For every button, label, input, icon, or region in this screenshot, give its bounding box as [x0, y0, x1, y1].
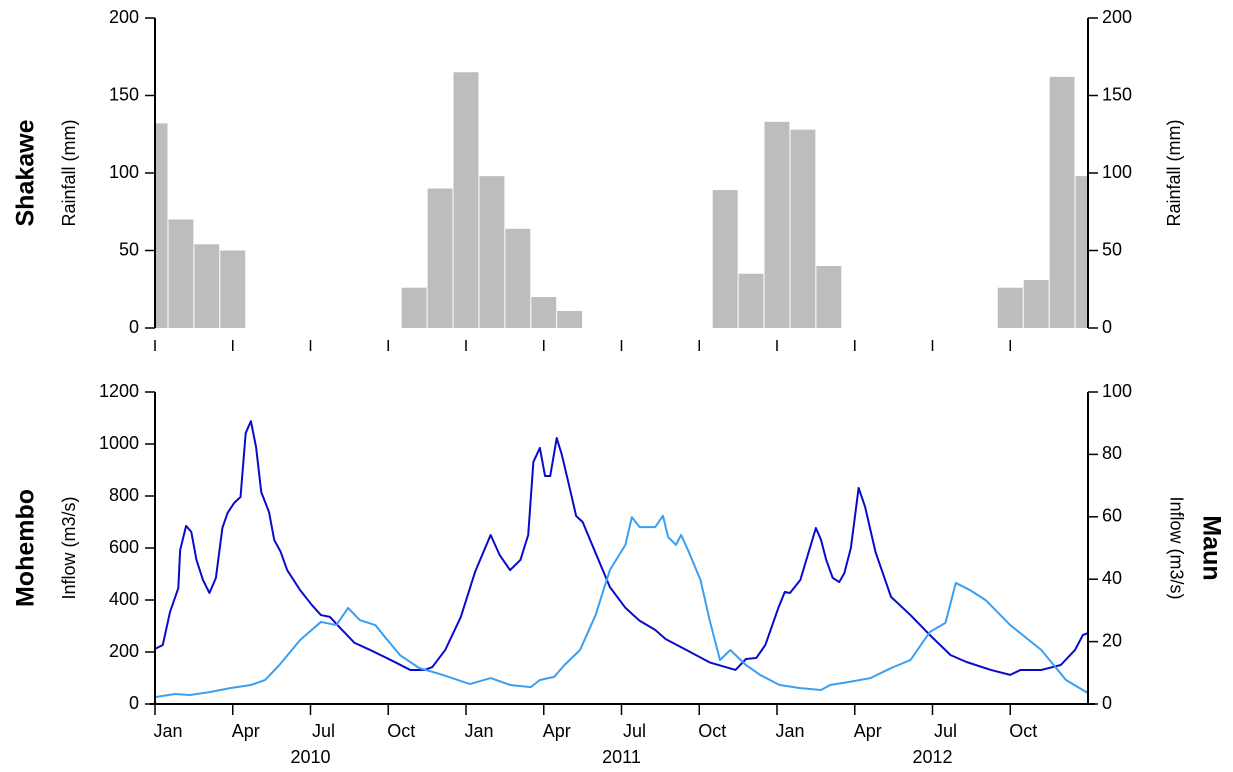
y-axis-title: Rainfall (mm): [59, 119, 79, 226]
y-tick-label: 1000: [99, 433, 139, 453]
bar: [453, 72, 479, 328]
y2-axis-title: Rainfall (mm): [1164, 119, 1184, 226]
y2-tick-label: 0: [1102, 693, 1112, 713]
x-tick-label: Oct: [698, 721, 726, 741]
y2-tick-label: 100: [1102, 162, 1132, 182]
bar: [220, 250, 246, 328]
y-tick-label: 200: [109, 7, 139, 27]
y-tick-label: 0: [129, 317, 139, 337]
bar: [427, 188, 453, 328]
bar: [1049, 76, 1075, 329]
bar: [816, 266, 842, 328]
bar: [764, 121, 790, 328]
x-tick-label: Jul: [312, 721, 335, 741]
y2-tick-label: 20: [1102, 630, 1122, 650]
series-label: Shakawe: [12, 119, 40, 226]
y2-tick-label: 150: [1102, 84, 1132, 104]
x-tick-label: Apr: [543, 721, 571, 741]
bar: [479, 176, 505, 328]
series-label: Mohembo: [12, 489, 40, 607]
line: [155, 514, 1088, 699]
y2-tick-label: 200: [1102, 7, 1132, 27]
plot-area: [155, 72, 1088, 329]
x-tick-label: Jul: [623, 721, 646, 741]
y2-tick-label: 40: [1102, 568, 1122, 588]
y-tick-label: 1200: [99, 381, 139, 401]
year-label: 2010: [290, 747, 330, 767]
y-tick-label: 50: [119, 239, 139, 259]
year-label: 2012: [912, 747, 952, 767]
y-tick-label: 600: [109, 537, 139, 557]
bar: [401, 287, 427, 328]
y2-tick-label: 80: [1102, 443, 1122, 463]
y2-tick-label: 100: [1102, 381, 1132, 401]
x-tick-label: Oct: [387, 721, 415, 741]
line: [155, 420, 1088, 676]
bar: [155, 123, 168, 329]
x-tick-label: Apr: [854, 721, 882, 741]
bar: [505, 228, 531, 328]
bar: [557, 310, 583, 328]
y2-axis-title: Inflow (m3/s): [1166, 496, 1186, 599]
x-tick-label: Jan: [775, 721, 804, 741]
bar: [168, 219, 194, 328]
x-tick-label: Apr: [232, 721, 260, 741]
bar: [1075, 176, 1088, 328]
y2-tick-label: 50: [1102, 239, 1122, 259]
y-axis-title: Inflow (m3/s): [59, 496, 79, 599]
plot-area: [155, 420, 1088, 699]
x-tick-label: Jul: [934, 721, 957, 741]
bar: [194, 244, 220, 328]
bar: [738, 273, 764, 328]
x-tick-label: Jan: [153, 721, 182, 741]
y-tick-label: 100: [109, 162, 139, 182]
x-tick-label: Oct: [1009, 721, 1037, 741]
y-tick-label: 200: [109, 641, 139, 661]
bar: [1023, 279, 1049, 328]
y-tick-label: 400: [109, 589, 139, 609]
y-tick-label: 150: [109, 84, 139, 104]
year-label: 2011: [602, 747, 641, 767]
bar: [790, 129, 816, 328]
bar: [531, 297, 557, 328]
series-label: Maun: [1197, 515, 1225, 580]
bar: [997, 287, 1023, 328]
x-tick-label: Jan: [464, 721, 493, 741]
y2-tick-label: 0: [1102, 317, 1112, 337]
y-tick-label: 0: [129, 693, 139, 713]
y2-tick-label: 60: [1102, 506, 1122, 526]
y-tick-label: 800: [109, 485, 139, 505]
bar: [712, 190, 738, 328]
